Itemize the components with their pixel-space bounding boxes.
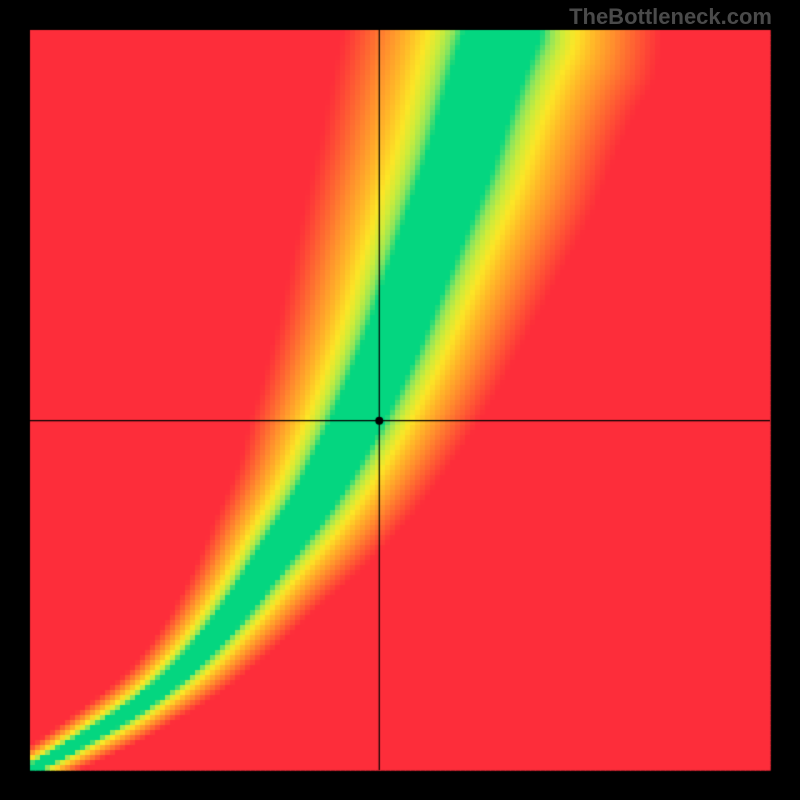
heatmap-canvas: [0, 0, 800, 800]
attribution-text: TheBottleneck.com: [569, 4, 772, 30]
chart-container: TheBottleneck.com: [0, 0, 800, 800]
